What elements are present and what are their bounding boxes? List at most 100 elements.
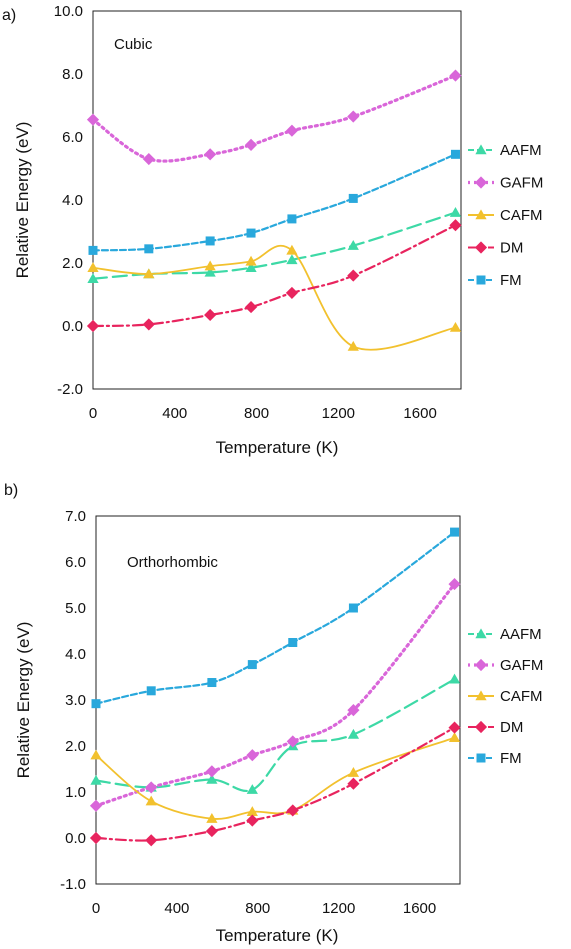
legend-aafm-point-0 <box>475 628 487 639</box>
tick-labels-b: -1.0 0.0 1.0 2.0 3.0 4.0 5.0 6.0 7.0 0 400 800 1200 1… <box>60 508 436 917</box>
series-gafm-point-6 <box>449 69 462 82</box>
series-fm <box>91 527 460 709</box>
series-gafm-point-3 <box>244 138 258 151</box>
x-tick-label: 1200 <box>322 900 355 917</box>
legend-b: AAFM GAFM CAFM DM FM <box>468 626 543 767</box>
series-aafm-point-5 <box>347 240 359 250</box>
legend-item-aafm: AAFM <box>468 142 542 159</box>
y-tick-label: 0.0 <box>62 318 83 335</box>
legend-label: AAFM <box>500 626 542 643</box>
x-tick-label: 800 <box>244 405 269 422</box>
y-tick-label: 6.0 <box>62 129 83 146</box>
series-aafm <box>90 673 461 794</box>
series-gafm-point-6 <box>448 578 461 591</box>
legend-cafm-point-0 <box>475 690 487 701</box>
y-tick-label: 1.0 <box>65 784 86 801</box>
series-gafm-point-0 <box>89 799 103 812</box>
panel-a: a) Cubic Temperature (K) Relative Energy… <box>2 3 543 457</box>
series-cafm-point-6 <box>448 732 461 742</box>
series-cafm <box>90 732 461 823</box>
legend-label: FM <box>500 272 522 289</box>
series-cafm-point-6 <box>449 321 462 332</box>
legend-item-cafm: CAFM <box>468 207 543 224</box>
x-tick-label: 0 <box>92 900 100 917</box>
series-dm-point-1 <box>142 318 155 331</box>
series-cafm-line <box>92 244 457 351</box>
series-fm <box>88 149 460 255</box>
y-tick-label: 4.0 <box>65 646 86 663</box>
legend-a: AAFM GAFM CAFM DM FM <box>468 142 543 289</box>
series-fm-point-6 <box>450 149 460 159</box>
legend-item-aafm: AAFM <box>468 626 542 643</box>
series-gafm-point-1 <box>145 781 158 794</box>
series-cafm-point-4 <box>286 244 298 255</box>
series-cafm-point-3 <box>245 255 257 266</box>
series-gafm <box>86 69 462 166</box>
series-dm-point-6 <box>449 219 462 232</box>
series-fm-point-2 <box>205 236 215 246</box>
series-gafm-point-4 <box>286 735 299 748</box>
series-cafm-point-0 <box>90 749 102 760</box>
legend-dm-point-0 <box>474 241 488 254</box>
y-tick-label: 5.0 <box>65 600 86 617</box>
legend-fm-point-0 <box>476 753 486 763</box>
series-aafm-point-6 <box>449 206 462 217</box>
series-dm <box>86 219 462 333</box>
series-gafm-line <box>94 582 457 808</box>
series-fm-point-5 <box>348 193 358 203</box>
series-cafm-point-1 <box>145 795 157 806</box>
series-dm-point-6 <box>448 721 461 734</box>
x-tick-label: 400 <box>164 900 189 917</box>
series-dm <box>89 721 461 847</box>
series-aafm-point-5 <box>347 728 360 739</box>
x-tick-label: 1600 <box>403 405 436 422</box>
legend-item-dm: DM <box>468 719 523 736</box>
legend-gafm-point-0 <box>474 176 488 189</box>
legend-label: AAFM <box>500 142 542 159</box>
series-cafm-point-5 <box>347 767 360 777</box>
chart-title-b: Orthorhombic <box>127 554 218 571</box>
panel-label-a: a) <box>2 7 16 24</box>
x-tick-label: 0 <box>89 405 97 422</box>
series-gafm-point-2 <box>204 148 217 161</box>
series-aafm-point-3 <box>246 784 258 794</box>
series-group-b <box>89 527 461 847</box>
series-gafm-point-4 <box>285 124 298 137</box>
y-tick-label: 7.0 <box>65 508 86 525</box>
legend-label: CAFM <box>500 207 543 224</box>
x-tick-label: 1600 <box>403 900 436 917</box>
y-tick-label: 10.0 <box>54 3 83 20</box>
series-gafm-point-3 <box>246 749 259 762</box>
panel-label-b: b) <box>4 482 18 499</box>
x-tick-label: 800 <box>245 900 270 917</box>
legend-label: DM <box>500 719 523 736</box>
series-cafm-point-3 <box>246 806 258 816</box>
series-dm-point-3 <box>246 814 259 827</box>
series-dm-point-2 <box>204 308 217 322</box>
series-dm-point-5 <box>347 269 360 282</box>
tick-labels-a: -2.0 0.0 2.0 4.0 6.0 8.0 10.0 0 400 800 1200 1600 <box>54 3 437 422</box>
plot-area-a <box>92 10 462 390</box>
y-axis-label-b: Relative Energy (eV) <box>14 622 33 779</box>
y-tick-label: 0.0 <box>65 830 86 847</box>
series-fm-line <box>91 153 457 252</box>
series-dm-point-0 <box>86 319 100 333</box>
y-tick-label: 2.0 <box>65 738 86 755</box>
series-gafm-point-2 <box>205 765 218 778</box>
y-tick-label: 2.0 <box>62 255 83 272</box>
legend-fm-point-0 <box>476 275 486 285</box>
series-fm-point-1 <box>146 686 156 696</box>
legend-aafm-point-0 <box>475 144 487 155</box>
legend-gafm-point-0 <box>474 658 488 672</box>
series-gafm-point-5 <box>347 110 360 123</box>
series-dm-point-2 <box>205 825 218 838</box>
series-aafm-point-3 <box>245 262 257 272</box>
legend-label: FM <box>500 750 522 767</box>
series-dm-point-4 <box>285 286 298 299</box>
legend-item-cafm: CAFM <box>468 688 543 705</box>
series-aafm <box>87 206 462 283</box>
series-fm-point-1 <box>144 244 154 254</box>
series-cafm-line <box>95 736 456 820</box>
plot-area-b <box>95 515 461 885</box>
